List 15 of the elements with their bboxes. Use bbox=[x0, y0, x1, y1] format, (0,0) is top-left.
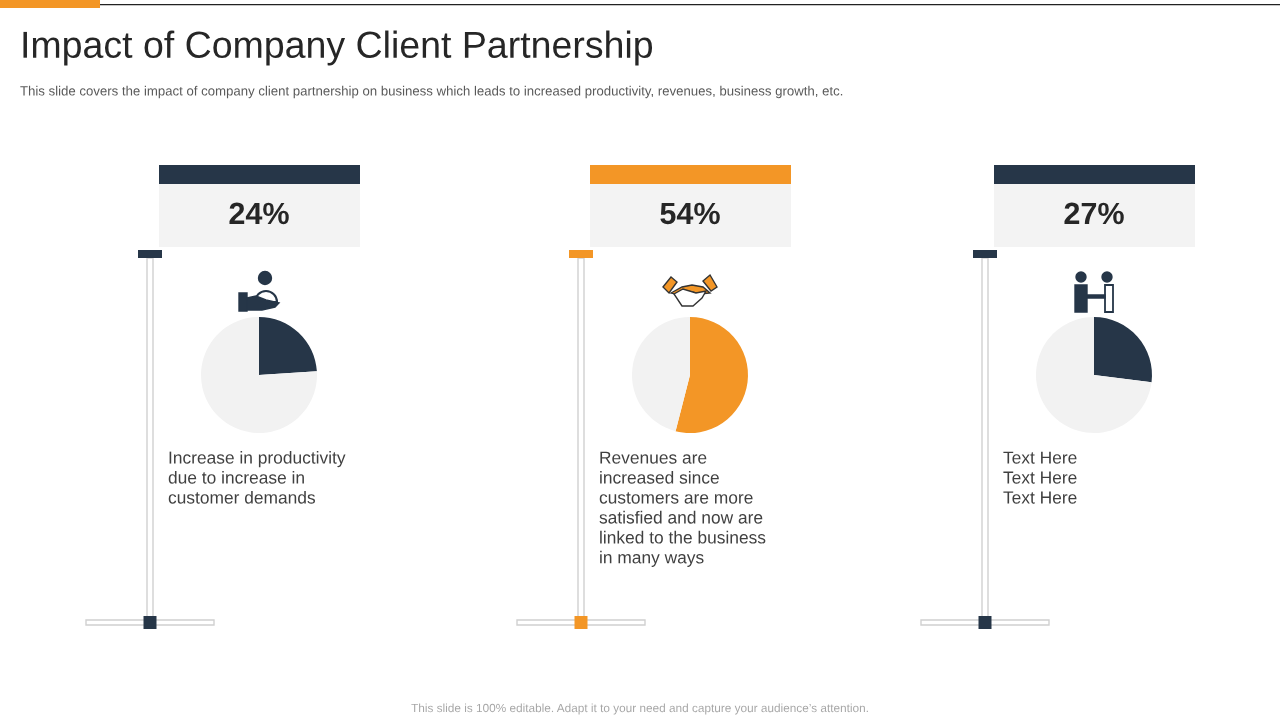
chart-title: Impact of Company Client Partnership bbox=[23, 30, 653, 66]
text: Text Here Text Here Text Here bbox=[1003, 451, 1077, 504]
data-label: 54% bbox=[660, 202, 720, 225]
pie-slice bbox=[201, 317, 317, 433]
text: This slide covers the impact of company client partnership on business which leads to increased productivity, revenues, business growth, etc. bbox=[20, 85, 843, 99]
text: Increase in productivity due to increase in customer demands bbox=[168, 451, 346, 504]
data-label: 27% bbox=[1064, 202, 1124, 225]
pie-slice bbox=[632, 317, 690, 432]
text: This slide is 100% editable. Adapt it to your need and capture your audience’s attention. bbox=[411, 703, 868, 715]
pie-slice bbox=[1036, 317, 1152, 433]
pie-slice bbox=[675, 317, 748, 433]
pie-slice bbox=[1094, 317, 1152, 383]
pie-slice bbox=[259, 317, 317, 375]
text: Revenues are increased since customers are more satisfied and now are linked to the business in many ways bbox=[599, 451, 766, 567]
data-label: 24% bbox=[229, 202, 289, 225]
